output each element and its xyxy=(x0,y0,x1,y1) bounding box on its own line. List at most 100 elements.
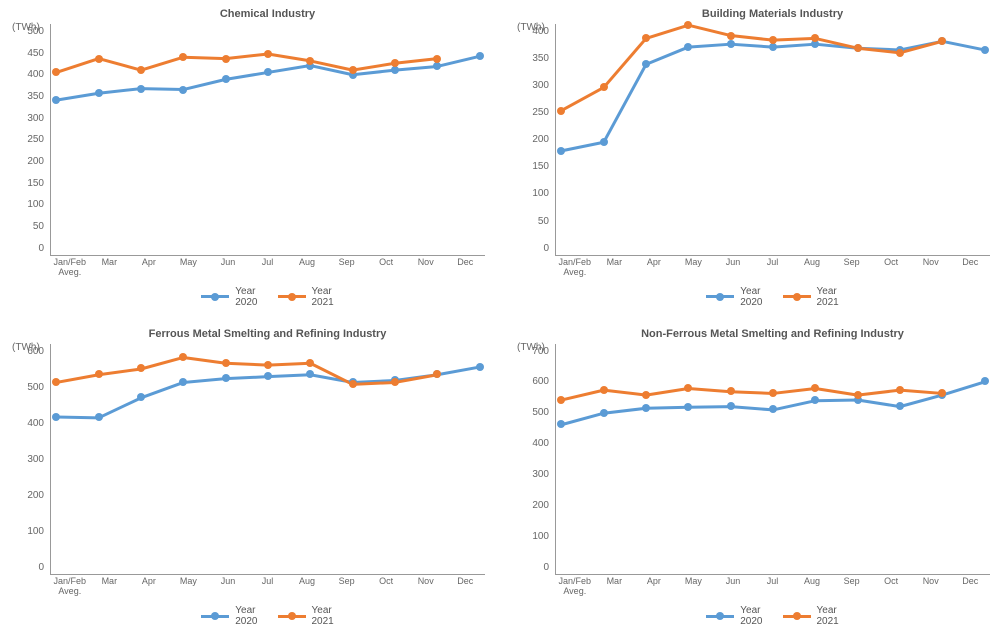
chart-title: Ferrous Metal Smelting and Refining Indu… xyxy=(50,328,485,340)
marker-s2020 xyxy=(179,86,187,94)
legend-item-s2021: Year2021 xyxy=(278,605,334,627)
marker-s2020 xyxy=(769,43,777,51)
marker-s2021 xyxy=(600,83,608,91)
y-tick: 300 xyxy=(515,80,549,91)
marker-s2021 xyxy=(896,49,904,57)
marker-s2020 xyxy=(264,68,272,76)
x-tick: Sep xyxy=(327,577,367,597)
x-tick: Oct xyxy=(366,577,406,597)
marker-s2021 xyxy=(769,389,777,397)
x-tick: Jun xyxy=(713,258,753,278)
x-tick: Nov xyxy=(911,258,951,278)
marker-s2020 xyxy=(684,43,692,51)
marker-layer xyxy=(556,344,990,575)
marker-s2020 xyxy=(642,60,650,68)
x-tick: Apr xyxy=(129,258,169,278)
x-tick: Jan/FebAveg. xyxy=(50,577,90,597)
legend-item-s2021: Year2021 xyxy=(278,286,334,308)
marker-s2021 xyxy=(557,396,565,404)
marker-s2021 xyxy=(137,364,145,372)
x-axis: Jan/FebAveg.MarAprMayJunJulAugSepOctNovD… xyxy=(50,577,485,597)
marker-s2020 xyxy=(95,413,103,421)
legend-label-s2020: Year2020 xyxy=(235,286,257,308)
x-tick: Dec xyxy=(950,258,990,278)
marker-s2021 xyxy=(600,386,608,394)
legend-swatch-s2020 xyxy=(706,615,734,618)
marker-s2021 xyxy=(727,387,735,395)
marker-s2021 xyxy=(938,37,946,45)
legend-marker-icon xyxy=(288,293,296,301)
legend-label-s2021: Year2021 xyxy=(817,605,839,627)
x-tick: May xyxy=(674,258,714,278)
y-tick: 400 xyxy=(515,438,549,449)
x-tick: Dec xyxy=(445,258,485,278)
marker-s2021 xyxy=(642,34,650,42)
x-tick: Nov xyxy=(406,258,446,278)
y-tick: 600 xyxy=(515,376,549,387)
chart-panel-2: Ferrous Metal Smelting and Refining Indu… xyxy=(10,328,485,628)
marker-s2020 xyxy=(433,62,441,70)
marker-s2021 xyxy=(854,391,862,399)
marker-s2021 xyxy=(137,66,145,74)
marker-s2021 xyxy=(264,361,272,369)
x-tick: Jan/FebAveg. xyxy=(555,258,595,278)
legend-marker-icon xyxy=(211,293,219,301)
y-tick: 200 xyxy=(515,134,549,145)
y-tick: 350 xyxy=(10,91,44,102)
marker-s2020 xyxy=(137,85,145,93)
marker-s2020 xyxy=(137,393,145,401)
x-tick: Oct xyxy=(871,258,911,278)
marker-s2020 xyxy=(600,138,608,146)
legend-label-s2021: Year2021 xyxy=(817,286,839,308)
y-tick: 200 xyxy=(515,500,549,511)
y-tick: 0 xyxy=(10,243,44,254)
y-tick: 500 xyxy=(10,382,44,393)
y-tick: 500 xyxy=(10,26,44,37)
y-tick: 150 xyxy=(515,161,549,172)
x-tick: Jun xyxy=(713,577,753,597)
legend-marker-icon xyxy=(716,293,724,301)
legend-swatch-s2021 xyxy=(783,295,811,298)
marker-s2020 xyxy=(52,413,60,421)
x-tick: Nov xyxy=(911,577,951,597)
legend-label-s2020: Year2020 xyxy=(740,286,762,308)
chart-panel-0: Chemical Industry(TWh)500450400350300250… xyxy=(10,8,485,308)
x-tick: May xyxy=(169,577,209,597)
marker-s2020 xyxy=(557,147,565,155)
x-axis: Jan/FebAveg.MarAprMayJunJulAugSepOctNovD… xyxy=(50,258,485,278)
legend-swatch-s2020 xyxy=(201,295,229,298)
legend-swatch-s2020 xyxy=(706,295,734,298)
legend: Year2020 Year2021 xyxy=(50,286,485,308)
y-tick: 100 xyxy=(10,199,44,210)
marker-s2020 xyxy=(981,46,989,54)
x-tick: Oct xyxy=(871,577,911,597)
chart-panel-3: Non-Ferrous Metal Smelting and Refining … xyxy=(515,328,990,628)
marker-s2021 xyxy=(557,107,565,115)
y-tick: 50 xyxy=(10,221,44,232)
y-tick: 100 xyxy=(515,188,549,199)
marker-s2020 xyxy=(476,52,484,60)
y-tick: 700 xyxy=(515,346,549,357)
x-tick: Aug xyxy=(287,577,327,597)
y-tick: 0 xyxy=(10,562,44,573)
legend-swatch-s2020 xyxy=(201,615,229,618)
legend-marker-icon xyxy=(288,612,296,620)
marker-s2021 xyxy=(433,370,441,378)
marker-layer xyxy=(51,344,485,575)
x-tick: Sep xyxy=(832,258,872,278)
x-tick: Nov xyxy=(406,577,446,597)
y-axis: 6005004003002001000 xyxy=(10,344,50,576)
x-tick: Aug xyxy=(792,258,832,278)
marker-s2020 xyxy=(684,403,692,411)
y-axis: 500450400350300250200150100500 xyxy=(10,24,50,256)
x-tick: Dec xyxy=(445,577,485,597)
x-tick: Sep xyxy=(327,258,367,278)
x-tick: Mar xyxy=(90,258,130,278)
x-tick: Apr xyxy=(129,577,169,597)
x-tick: Mar xyxy=(90,577,130,597)
x-tick: Jan/FebAveg. xyxy=(50,258,90,278)
marker-s2021 xyxy=(684,384,692,392)
x-tick: Jun xyxy=(208,577,248,597)
y-tick: 600 xyxy=(10,346,44,357)
marker-s2020 xyxy=(727,40,735,48)
